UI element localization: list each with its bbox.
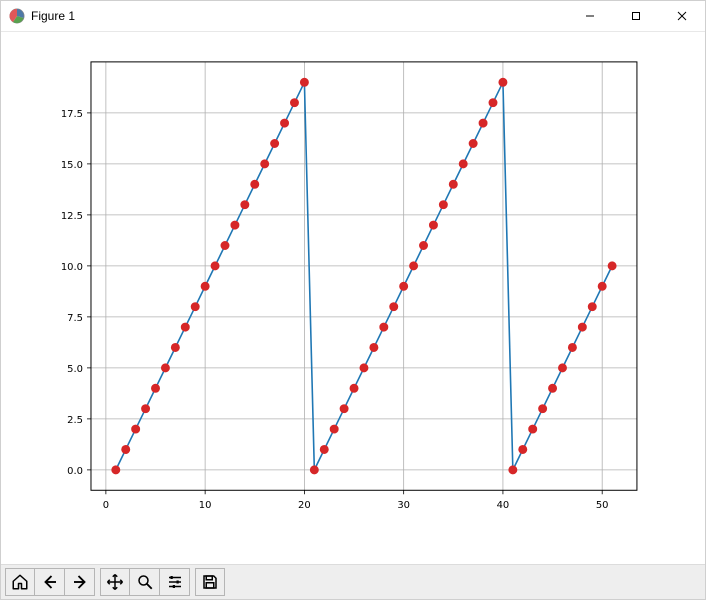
x-tick-label: 50	[596, 500, 609, 511]
forward-icon	[71, 573, 89, 591]
chart-svg: 0 10 20 30 40 50 0.0 2.5 5.0 7.5 10.0 12.5 15.0 17.5	[1, 32, 705, 564]
home-button[interactable]	[5, 568, 35, 596]
y-tick-label: 7.5	[67, 313, 83, 324]
y-tick-label: 17.5	[61, 109, 83, 120]
y-tick-label: 2.5	[67, 415, 83, 426]
navigation-toolbar	[1, 564, 705, 599]
pan-button[interactable]	[100, 568, 130, 596]
x-tick-label: 30	[397, 500, 410, 511]
save-button[interactable]	[195, 568, 225, 596]
y-tick-label: 12.5	[61, 211, 83, 222]
configure-icon	[166, 573, 184, 591]
save-icon	[201, 573, 219, 591]
home-icon	[11, 573, 29, 591]
pan-icon	[106, 573, 124, 591]
plot-area[interactable]: 0 10 20 30 40 50 0.0 2.5 5.0 7.5 10.0 12.5 15.0 17.5	[1, 32, 705, 564]
x-tick-label: 40	[497, 500, 510, 511]
back-button[interactable]	[35, 568, 65, 596]
y-tick-label: 15.0	[61, 160, 83, 171]
forward-button[interactable]	[65, 568, 95, 596]
maximize-button[interactable]	[613, 1, 659, 31]
y-tick-label: 5.0	[67, 364, 83, 375]
x-tick-label: 20	[298, 500, 311, 511]
configure-button[interactable]	[160, 568, 190, 596]
titlebar: Figure 1	[1, 1, 705, 32]
y-tick-label: 10.0	[61, 262, 83, 273]
x-tick-label: 10	[199, 500, 212, 511]
minimize-button[interactable]	[567, 1, 613, 31]
back-icon	[41, 573, 59, 591]
matplotlib-window: Figure 1 0 10 20 30 40 50 0.0 2.5 5.0 7.5 10.0 12.5…	[0, 0, 706, 600]
app-icon	[9, 8, 25, 24]
window-title: Figure 1	[31, 9, 75, 23]
x-tick-label: 0	[103, 500, 109, 511]
zoom-button[interactable]	[130, 568, 160, 596]
close-button[interactable]	[659, 1, 705, 31]
zoom-icon	[136, 573, 154, 591]
y-tick-label: 0.0	[67, 466, 83, 477]
